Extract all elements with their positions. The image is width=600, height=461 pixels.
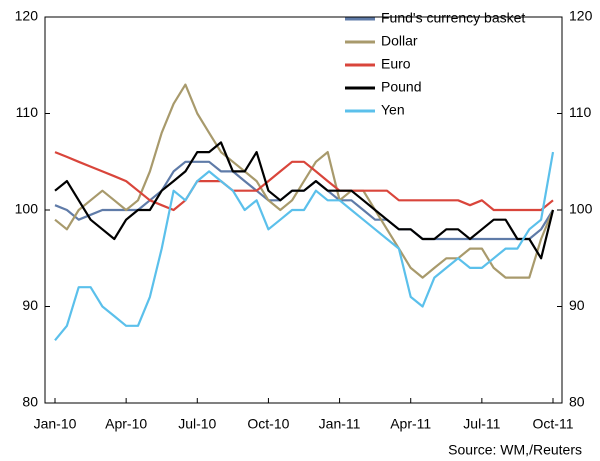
x-tick-label: Jul-10 [178, 416, 216, 432]
series-line [54, 141, 555, 260]
x-tick-label: Apr-11 [390, 416, 431, 432]
y2-tick-label: 90 [569, 297, 585, 313]
x-tick-label: Oct-11 [533, 416, 574, 432]
x-tick-label: Jan-11 [319, 416, 361, 432]
source: Source: WM,/Reuters [448, 442, 582, 458]
series-line [54, 151, 555, 341]
x-tick-label: Jul-11 [463, 416, 500, 432]
x-tick-label: Oct-10 [247, 416, 289, 432]
y-tick-label: 120 [15, 8, 39, 24]
y2-tick-label: 120 [569, 8, 593, 24]
y2-tick-label: 100 [569, 201, 593, 217]
legend-label: Dollar [381, 33, 418, 49]
legend-label: Fund's currency basket [381, 10, 525, 26]
legend-label: Euro [381, 56, 411, 72]
y2-tick-label: 110 [569, 104, 592, 120]
x-tick-label: Apr-10 [105, 416, 147, 432]
legend-label: Yen [381, 102, 405, 118]
x-tick-label: Jan-10 [34, 416, 77, 432]
legend-label: Pound [381, 79, 421, 95]
y-tick-label: 110 [16, 104, 39, 120]
y-tick-label: 90 [22, 297, 38, 313]
y-tick-label: 80 [22, 394, 38, 410]
series-line [54, 160, 554, 241]
y2-tick-label: 80 [569, 394, 585, 410]
series-line [54, 151, 554, 212]
y-tick-label: 100 [15, 201, 39, 217]
series-line [54, 83, 555, 279]
